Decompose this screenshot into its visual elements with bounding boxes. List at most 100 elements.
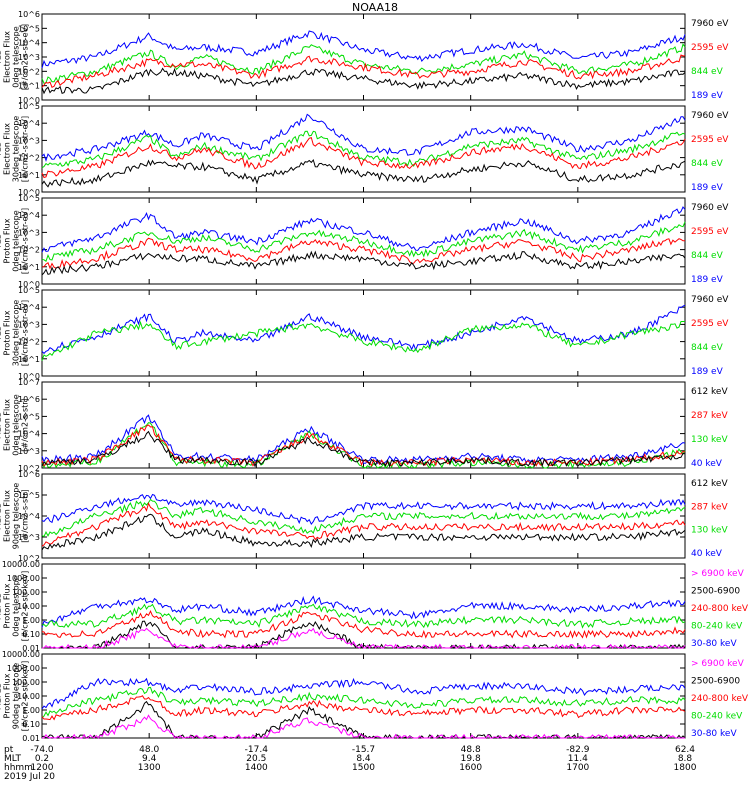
legend-7960-ev: 7960 eV [691,203,729,213]
y-tick-label: 100.00 [12,588,40,597]
footer-hhmm-value: 1600 [459,763,482,773]
y-tick-label: 10^2 [18,338,40,347]
y-axis-label-line: [#/cm2-s-str-keV] [21,571,30,642]
y-tick-label: 10^3 [18,53,40,62]
legend-2500-6900: 2500-6900 [691,587,740,597]
y-axis-label-line: 90deg telescope [12,663,21,730]
y-tick-label: 10^2 [18,464,40,473]
y-axis-label-line: MEPED [0,682,3,710]
y-axis-label-line: Proton Flux [3,310,12,355]
legend-7960-ev: 7960 eV [691,295,729,305]
y-axis-label-line: Proton Flux [3,673,12,718]
y-axis-label-line: [#/cm2-s-str] [21,398,30,451]
legend-189-ev: 189 eV [691,367,724,377]
footer-row-label-mlt: MLT [4,754,22,764]
footer-pt-value: -17.4 [245,745,269,755]
series-2500-6900 [42,620,686,650]
y-tick-label: 10^5 [18,24,40,33]
y-tick-label: 10^6 [18,395,40,404]
y-tick-label: 10^3 [18,533,40,542]
legend-7960-ev: 7960 eV [691,111,729,121]
y-axis-label: TED Electron Flux 0deg telescope [#/cm2-s-s… [0,24,30,90]
legend-80-240-kev: 80-240 keV [691,622,743,632]
y-tick-label: 10^0 [18,280,40,289]
series-30-80-kev [41,595,686,628]
legend--6900-kev: > 6900 keV [691,659,745,669]
panel-8: 0.01 0.10 1.00 10.00 100.00 1000.00 10000.00 ME… [0,650,749,743]
legend-612-kev: 612 keV [691,387,728,397]
footer-pt-value: -82.9 [566,745,590,755]
y-tick-label: 10^6 [18,10,40,19]
y-tick-label: 100.00 [12,678,40,687]
series-189-ev [41,113,686,163]
footer-hhmm-value: 1700 [566,763,589,773]
series-189-ev [41,30,686,69]
legend-7960-ev: 7960 eV [691,19,729,29]
footer-row-label-pt: pt [4,745,14,755]
footer-mlt-value: 9.4 [142,754,157,764]
y-axis-label-line: TED [0,233,3,250]
legend-80-240-kev: 80-240 keV [691,712,743,722]
series-240-800-kev [41,609,686,639]
panel-frame [41,381,686,469]
series-189-ev [41,304,686,355]
legend-2595-ev: 2595 eV [691,135,729,145]
series-7960-ev [41,67,686,95]
legend-30-80-kev: 30-80 keV [691,639,737,649]
y-axis-label: TED Electron Flux 30deg telescope [#/cm2-s-… [0,116,30,183]
y-tick-label: 10^2 [18,154,40,163]
series-2595-ev [41,237,686,270]
footer-mlt-value: 8.8 [678,754,693,764]
series--6900-kev [41,627,686,649]
legend-844-ev: 844 eV [691,159,724,169]
y-tick-label: 10^1 [18,82,40,91]
series-240-800-kev [41,695,686,721]
y-tick-label: 1.00 [22,706,40,715]
panel-5: 10^2 10^3 10^4 10^5 10^6 10^7 MEPED Electron Fl… [0,378,728,473]
legend-240-800-kev: 240-800 keV [691,694,749,704]
y-axis-label-line: 0deg telescope [12,394,21,455]
panel-3: 10^0 10^1 10^2 10^3 10^4 10^5 TED Proton Flux 0d… [0,194,729,289]
y-tick-label: 10000.00 [2,560,40,569]
y-axis-label-line: TED [0,325,3,342]
y-axis-label: TED Proton Flux 30deg telescope [#/cm2-s-st… [0,300,30,367]
series--6900-kev [41,714,685,739]
y-tick-label: 10^0 [18,372,40,381]
y-tick-label: 1.00 [22,616,40,625]
legend-30-80-kev: 30-80 keV [691,729,737,739]
y-axis-label-line: [#/cm2-s-str-eV] [21,116,30,182]
panel-frame [41,653,686,739]
series-130-kev [41,498,686,538]
y-tick-label: 10^2 [18,554,40,563]
y-axis-label-line: MEPED [0,502,3,530]
y-tick-label: 0.10 [22,630,40,639]
y-tick-label: 10.00 [17,692,40,701]
legend-240-800-kev: 240-800 keV [691,604,749,614]
legend-2595-ev: 2595 eV [691,227,729,237]
series-189-ev [41,206,686,253]
legend-2500-6900: 2500-6900 [691,677,740,687]
footer-hhmm-value: 1300 [138,763,161,773]
legend-40-kev: 40 keV [691,459,723,469]
series-2595-ev [41,136,686,179]
y-tick-label: 10000.00 [2,650,40,659]
y-tick-label: 0.01 [22,644,40,653]
panel-frame [41,289,686,377]
y-tick-label: 1000.00 [7,574,40,583]
legend-2595-ev: 2595 eV [691,43,729,53]
y-tick-label: 10^3 [18,447,40,456]
legend--6900-kev: > 6900 keV [691,569,745,579]
legend-40-kev: 40 keV [691,549,723,559]
series-30-80-kev [41,677,686,710]
panel-4: 10^0 10^1 10^2 10^3 10^4 10^5 TED Proton Flux 30… [0,286,729,381]
series-2595-ev [41,54,685,89]
y-tick-label: 10^5 [18,491,40,500]
panel-frame [41,197,686,285]
y-tick-label: 10^5 [18,102,40,111]
y-axis-label-line: Proton Flux [3,583,12,628]
series-7960-ev [41,250,686,276]
series-844-ev [41,43,686,84]
y-axis-label-line: Electron Flux [3,123,12,175]
